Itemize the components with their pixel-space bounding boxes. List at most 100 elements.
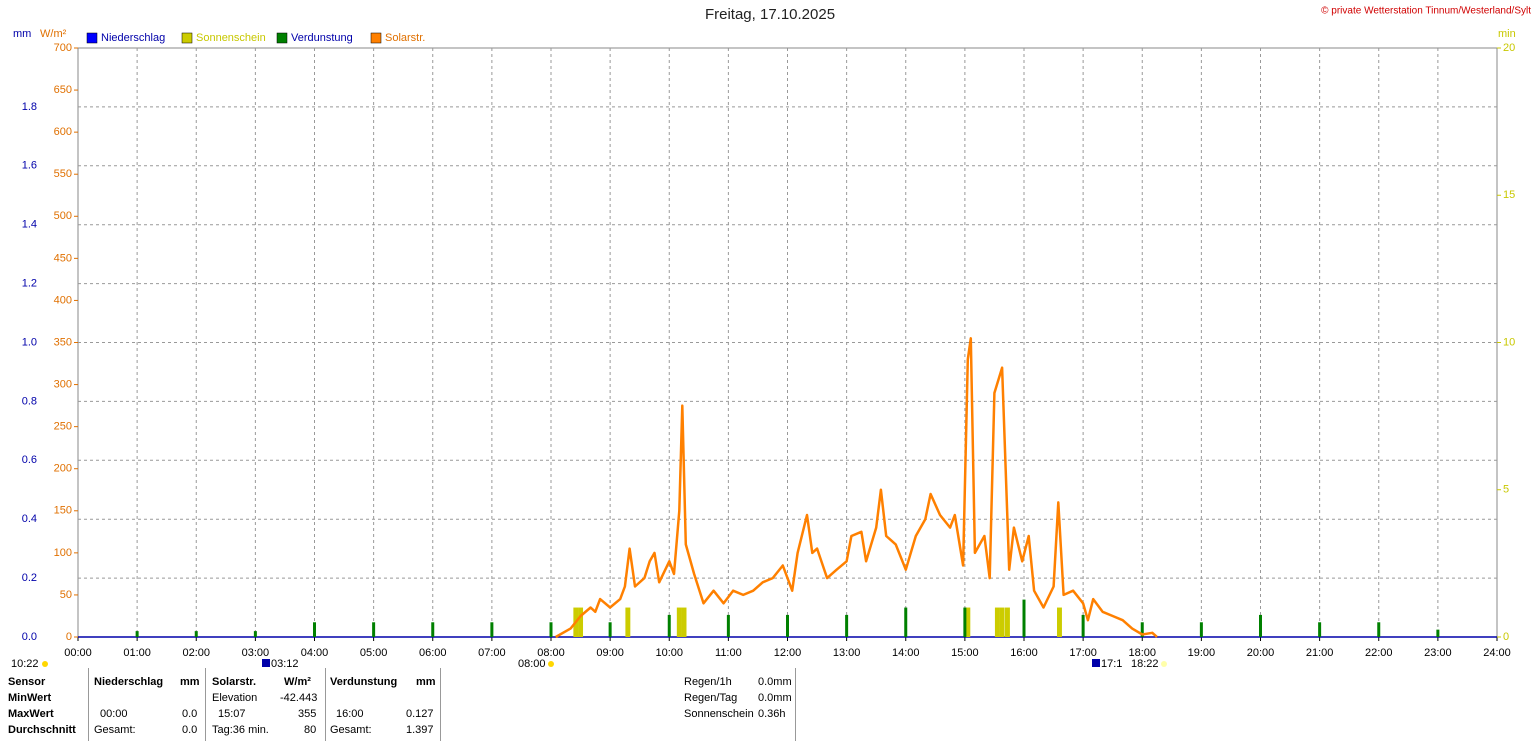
x-tick-label: 12:00 (774, 647, 802, 659)
stat-cell: Gesamt: (94, 724, 136, 736)
stat-header: mm (416, 676, 436, 688)
stat-cell: Gesamt: (330, 724, 372, 736)
evaporation-bar (1199, 622, 1203, 637)
sunshine-bar (578, 607, 584, 637)
annotation: 03:12 (271, 658, 299, 670)
stat-cell: 15:07 (218, 708, 246, 720)
summary-value: 0.0mm (758, 676, 792, 688)
evaporation-bar (490, 622, 494, 637)
y3-tick-label: 650 (54, 84, 72, 96)
evaporation-bar (431, 622, 435, 637)
y2-tick-label: 20 (1503, 42, 1515, 54)
y3-tick-label: 100 (54, 547, 72, 559)
stat-cell: 80 (304, 724, 317, 736)
sunshine-bar (1004, 607, 1010, 637)
x-tick-label: 01:00 (123, 647, 151, 659)
moon-icon (1092, 659, 1100, 667)
stat-header: mm (180, 676, 200, 688)
x-tick-label: 09:00 (596, 647, 624, 659)
y-tick-label: 1.4 (22, 219, 37, 231)
y3-tick-label: 500 (54, 210, 72, 222)
legend-swatch (276, 32, 288, 44)
y-tick-label: 0.2 (22, 572, 37, 584)
evaporation-bar (313, 622, 316, 637)
separator (440, 668, 441, 741)
x-tick-label: 07:00 (478, 647, 506, 659)
unit-mm: mm (13, 28, 31, 40)
evaporation-bar (135, 631, 139, 637)
legend-swatch (86, 32, 98, 44)
sunshine-bar (999, 607, 1005, 637)
x-tick-label: 10:00 (655, 647, 683, 659)
sunshine-bar (965, 607, 971, 637)
x-tick-label: 21:00 (1306, 647, 1334, 659)
sun-icon (1161, 661, 1167, 667)
sunshine-bar (681, 607, 687, 637)
y3-tick-label: 450 (54, 252, 72, 264)
separator (88, 668, 89, 741)
stat-label: MinWert (8, 692, 52, 704)
legend-label: Solarstr. (385, 32, 425, 44)
x-tick-label: 02:00 (182, 647, 210, 659)
stat-label: Sensor (8, 676, 46, 688)
solar-line (555, 337, 1158, 639)
y-tick-label: 1.8 (22, 101, 37, 113)
separator (325, 668, 326, 741)
annotation: 17:1 (1101, 658, 1122, 670)
x-tick-label: 19:00 (1188, 647, 1216, 659)
evaporation-bar (1377, 622, 1381, 637)
x-tick-label: 16:00 (1010, 647, 1038, 659)
y3-tick-label: 250 (54, 421, 72, 433)
sunshine-bar (625, 607, 631, 637)
separator (795, 668, 796, 741)
y3-tick-label: 50 (60, 589, 72, 601)
x-tick-label: 08:00 (537, 647, 565, 659)
legend-label: Verdunstung (291, 32, 353, 44)
evaporation-bar (1140, 622, 1144, 637)
x-tick-label: 03:00 (242, 647, 270, 659)
y-tick-label: 0.6 (22, 454, 37, 466)
evaporation-bar (726, 614, 730, 637)
stat-cell: 16:00 (336, 708, 364, 720)
summary-label: Sonnenschein (684, 708, 754, 720)
evaporation-bar (194, 631, 198, 637)
annotation: 08:00 (518, 658, 546, 670)
x-tick-label: 14:00 (892, 647, 920, 659)
summary-label: Regen/Tag (684, 692, 738, 704)
stat-cell: 0.0 (182, 724, 198, 736)
y3-tick-label: 600 (54, 126, 72, 138)
y3-tick-label: 200 (54, 463, 72, 475)
evaporation-bar (1081, 614, 1085, 637)
x-tick-label: 24:00 (1483, 647, 1511, 659)
stat-cell: 355 (298, 708, 317, 720)
sunshine-bar (1057, 607, 1062, 637)
evaporation-bar (608, 622, 612, 637)
x-tick-label: 13:00 (833, 647, 861, 659)
evaporation-bar (1318, 622, 1322, 637)
y-tick-label: 1.2 (22, 278, 37, 290)
x-tick-label: 20:00 (1247, 647, 1275, 659)
x-tick-label: 18:00 (1128, 647, 1156, 659)
evaporation-bar (253, 631, 257, 637)
annotation: 18:22 (1131, 658, 1159, 670)
evaporation-bar (904, 607, 908, 637)
y-tick-label: 0.4 (22, 513, 37, 525)
moon-icon (262, 659, 270, 667)
unit-solar: W/m² (40, 28, 67, 40)
x-tick-label: 05:00 (360, 647, 388, 659)
summary-value: 0.36h (758, 708, 786, 720)
legend-label: Sonnenschein (196, 32, 266, 44)
summary-label: Regen/1h (684, 676, 732, 688)
stat-header: W/m² (284, 676, 311, 688)
stat-cell: Tag:36 min. (212, 724, 269, 736)
evaporation-bar (845, 614, 849, 637)
y3-tick-label: 350 (54, 336, 72, 348)
evaporation-bar (667, 614, 671, 637)
stat-label: MaxWert (8, 708, 54, 720)
y2-tick-label: 10 (1503, 336, 1515, 348)
x-tick-label: 22:00 (1365, 647, 1393, 659)
y3-tick-label: 300 (54, 378, 72, 390)
separator (205, 668, 206, 741)
stat-cell: Elevation (212, 692, 258, 704)
